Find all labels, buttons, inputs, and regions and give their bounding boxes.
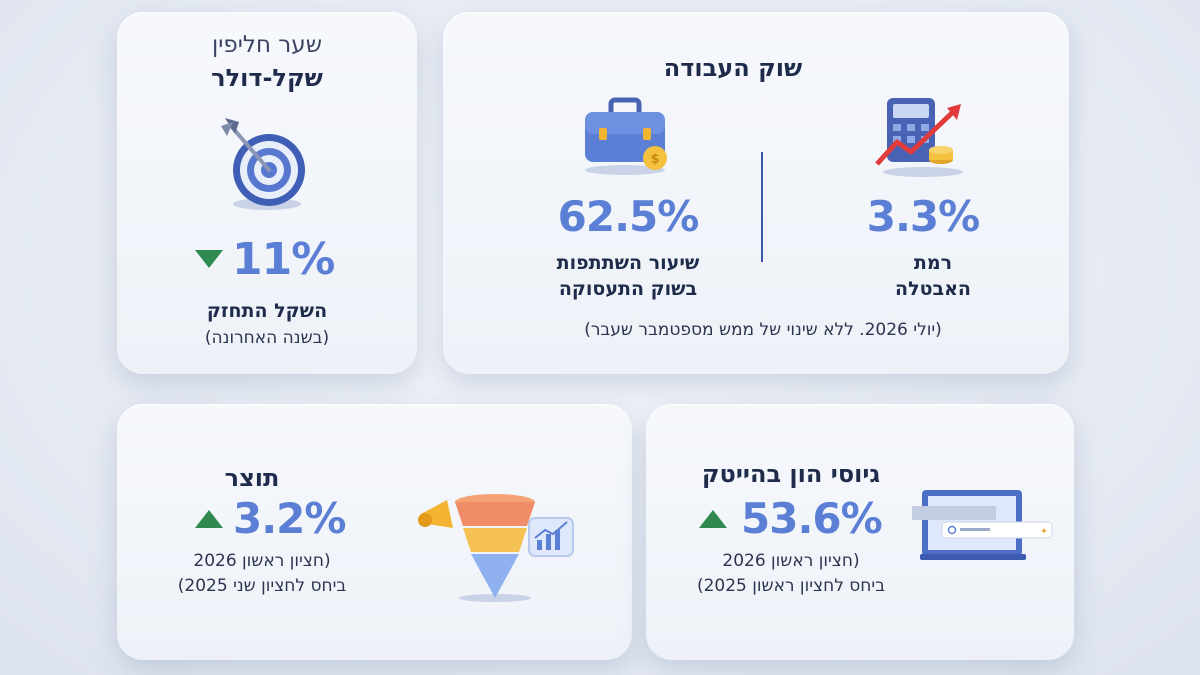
- product-title: תוצר: [224, 464, 280, 492]
- funnel-megaphone-icon: [418, 494, 574, 602]
- labor-footnote: (יולי 2026. ללא שינוי של ממש מספטמבר שעב…: [584, 320, 942, 340]
- labor-title: שוק העבודה: [663, 54, 803, 82]
- product-note-line1: (חציון ראשון 2026: [193, 551, 331, 571]
- svg-text:$: $: [650, 152, 659, 167]
- exchange-value: 11%: [232, 234, 335, 285]
- up-arrow-icon: [195, 510, 223, 528]
- participation-label-line1: שיעור השתתפות: [556, 252, 700, 274]
- product-card: תוצר 3.2% (חציון ראשון 2026 ביחס לחציון …: [117, 404, 632, 660]
- participation-label-line2: בשוק התעסוקה: [558, 278, 698, 300]
- hitech-title: גיוסי הון בהייטק: [701, 460, 881, 488]
- exchange-title-line2: שקל-דולר: [211, 64, 323, 92]
- exchange-value-row: 11%: [117, 234, 417, 286]
- hitech-value: 53.6%: [741, 494, 883, 543]
- divider: [761, 152, 763, 262]
- up-arrow-icon: [699, 510, 727, 528]
- briefcase-icon: $: [585, 97, 667, 175]
- unemployment-value: 3.3%: [866, 192, 980, 241]
- participation-value: 62.5%: [557, 192, 700, 241]
- exchange-rate-card: שער חליפין שקל-דולר 11% השקל התחזק (בשנה…: [117, 12, 417, 374]
- exchange-label: השקל התחזק: [206, 300, 328, 322]
- product-value: 3.2%: [233, 494, 346, 543]
- unemployment-label-line2: האבטלה: [895, 278, 971, 300]
- hitech-capital-card: ✦ גיוסי הון בהייטק 53.6% (חציון ראשון 20…: [646, 404, 1074, 660]
- labor-market-card: שוק העבודה $ 62.5% שיעור השתתפות בשוק הת…: [443, 12, 1069, 374]
- hitech-note-line2: ביחס לחציון ראשון 2025): [696, 576, 886, 596]
- hitech-note-line1: (חציון ראשון 2026: [722, 551, 860, 571]
- calculator-chart-icon: [875, 98, 963, 177]
- down-arrow-icon: [195, 250, 223, 268]
- laptop-search-icon: ✦: [912, 490, 1053, 560]
- target-icon: [221, 118, 305, 210]
- exchange-sublabel: (בשנה האחרונה): [204, 328, 330, 348]
- unemployment-label-line1: רמת: [913, 252, 953, 274]
- svg-text:✦: ✦: [1040, 527, 1048, 537]
- product-note-line2: ביחס לחציון שני 2025): [177, 576, 347, 596]
- exchange-title-line1: שער חליפין: [211, 32, 322, 58]
